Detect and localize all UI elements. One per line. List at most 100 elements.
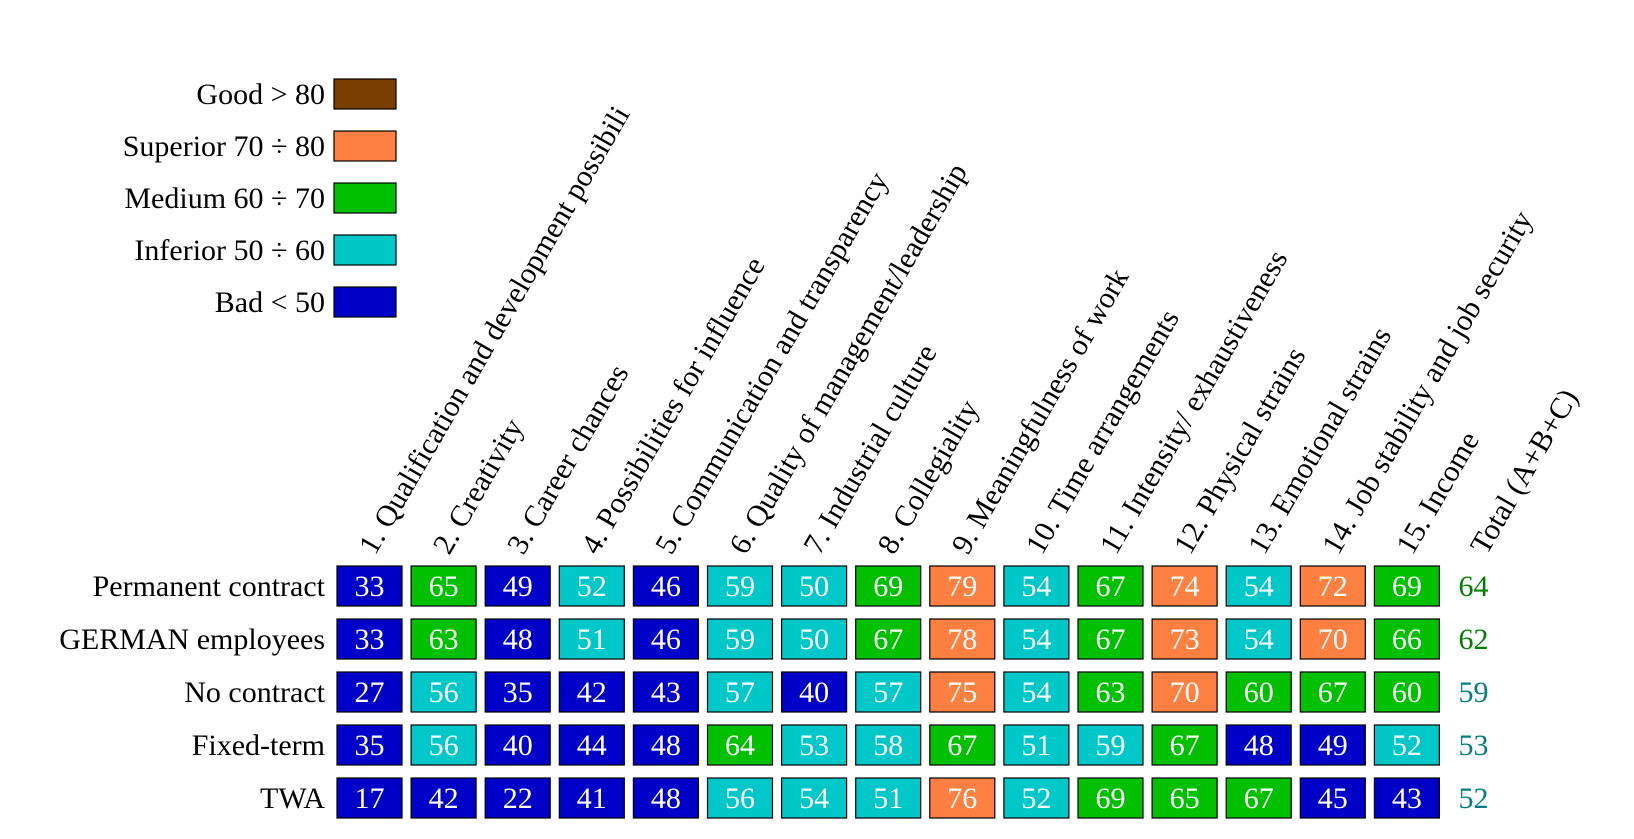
heatmap-cell xyxy=(1151,671,1218,713)
legend-label: Superior 70 ÷ 80 xyxy=(123,130,325,163)
legend-swatch xyxy=(333,78,397,110)
heatmap-cell xyxy=(410,777,477,819)
heatmap-cell xyxy=(558,618,625,660)
heatmap-cell xyxy=(780,565,848,607)
heatmap-cell xyxy=(855,671,922,713)
legend-label: Good > 80 xyxy=(196,78,325,111)
cell-value: 54 xyxy=(1244,623,1274,656)
cell-value: 43 xyxy=(651,676,681,709)
cell-value: 78 xyxy=(947,623,977,656)
heatmap-cell xyxy=(1299,618,1366,660)
heatmap-cell xyxy=(780,777,848,819)
cell-value: 57 xyxy=(873,676,903,709)
row-label: TWA xyxy=(260,782,325,815)
cell-value: 50 xyxy=(799,570,829,603)
heatmap-cell xyxy=(1077,565,1144,607)
cell-value: 69 xyxy=(1096,782,1126,815)
row-labels: Permanent contract GERMAN employees No con… xyxy=(59,570,325,815)
cell-value: 76 xyxy=(947,782,977,815)
heatmap-cell xyxy=(1003,618,1070,660)
cell-value: 54 xyxy=(1021,623,1051,656)
heatmap-cell xyxy=(1299,777,1366,819)
heatmap-cell xyxy=(1373,618,1441,660)
heatmap-cell xyxy=(484,618,551,660)
column-header: 12. Physical strains xyxy=(1168,342,1313,560)
cell-value: 40 xyxy=(503,729,533,762)
cell-value: 60 xyxy=(1392,676,1422,709)
cell-value: 52 xyxy=(1392,729,1422,762)
heatmap-cell xyxy=(410,724,477,766)
cell-value: 41 xyxy=(577,782,607,815)
heatmap-cell xyxy=(1299,565,1366,607)
row-label: Permanent contract xyxy=(93,570,326,603)
cell-value: 59 xyxy=(725,570,755,603)
cell-value: 27 xyxy=(355,676,385,709)
cell-value: 54 xyxy=(1021,570,1051,603)
heatmap-cell xyxy=(855,618,922,660)
heatmap-cell xyxy=(558,724,625,766)
cell-value: 49 xyxy=(1318,729,1348,762)
heatmap-cell xyxy=(558,777,625,819)
heatmap-cell xyxy=(780,671,848,713)
cell-value: 48 xyxy=(651,782,681,815)
heatmap-cell xyxy=(484,724,551,766)
heatmap-cell xyxy=(1003,777,1070,819)
cell-value: 48 xyxy=(1244,729,1274,762)
cell-value: 46 xyxy=(651,623,681,656)
cell-value: 33 xyxy=(355,570,385,603)
heatmap-cell xyxy=(632,565,700,607)
heatmap-cell xyxy=(855,724,922,766)
row-total: 62 xyxy=(1459,623,1489,656)
cell-value: 51 xyxy=(873,782,903,815)
heatmap-cell xyxy=(1151,618,1218,660)
cell-value: 56 xyxy=(429,729,459,762)
cell-value: 67 xyxy=(947,729,977,762)
cell-value: 65 xyxy=(429,570,459,603)
heatmap-cell xyxy=(1151,777,1218,819)
cell-value: 69 xyxy=(1392,570,1422,603)
column-header: 7. Industrial culture xyxy=(797,339,943,560)
column-headers: 1. Qualification and development possibi… xyxy=(352,101,1584,560)
cell-value: 43 xyxy=(1392,782,1422,815)
heatmap-cell xyxy=(1373,671,1441,713)
heatmap-cell xyxy=(1373,724,1441,766)
cell-value: 59 xyxy=(1096,729,1126,762)
heatmap-cell xyxy=(1003,565,1070,607)
cell-value: 67 xyxy=(1318,676,1348,709)
total-column-header: Total (A+B+C) xyxy=(1464,383,1585,559)
cell-value: 67 xyxy=(1244,782,1274,815)
heatmap-cell xyxy=(558,565,625,607)
legend: Good > 80 Superior 70 ÷ 80 Medium 60 ÷ 70 I… xyxy=(123,78,397,319)
heatmap-cell xyxy=(1373,777,1441,819)
cell-value: 65 xyxy=(1170,782,1200,815)
heatmap-cell xyxy=(855,777,922,819)
heatmap-cell xyxy=(929,618,996,660)
heatmap-cell xyxy=(1077,777,1144,819)
cell-value: 63 xyxy=(429,623,459,656)
cell-value: 59 xyxy=(725,623,755,656)
heatmap-cell xyxy=(484,671,551,713)
cell-value: 35 xyxy=(355,729,385,762)
cell-value: 48 xyxy=(651,729,681,762)
cell-value: 46 xyxy=(651,570,681,603)
cell-value: 49 xyxy=(503,570,533,603)
heatmap-cell xyxy=(1225,671,1292,713)
heatmap-cell xyxy=(336,724,403,766)
row-label: GERMAN employees xyxy=(59,623,325,656)
cell-value: 54 xyxy=(1021,676,1051,709)
heatmap-cell xyxy=(1151,565,1218,607)
cell-value: 70 xyxy=(1170,676,1200,709)
heatmap-cell xyxy=(1225,618,1292,660)
heatmap-cell xyxy=(1077,671,1144,713)
heatmap-cell xyxy=(1373,565,1441,607)
cell-value: 51 xyxy=(1021,729,1051,762)
cell-value: 42 xyxy=(429,782,459,815)
legend-swatch xyxy=(333,286,397,318)
cell-value: 54 xyxy=(1244,570,1274,603)
heatmap-cell xyxy=(1003,724,1070,766)
cell-value: 64 xyxy=(725,729,755,762)
cell-value: 75 xyxy=(947,676,977,709)
heatmap-cell xyxy=(410,565,477,607)
heatmap-cell xyxy=(929,671,996,713)
